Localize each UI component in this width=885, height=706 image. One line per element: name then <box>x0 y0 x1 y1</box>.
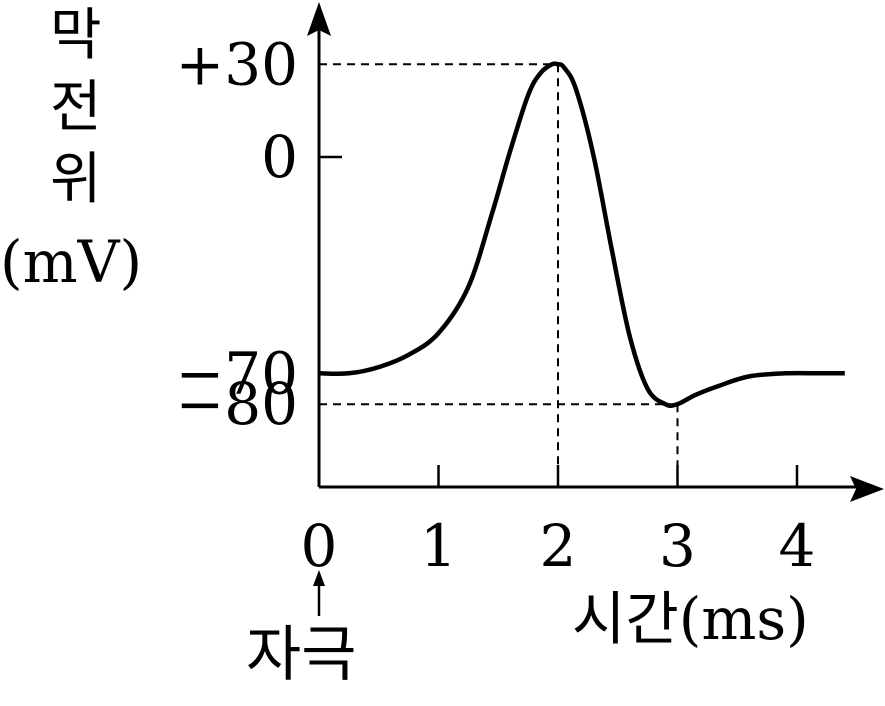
y-axis-arrowhead <box>307 2 331 36</box>
x-tick-label-1: 1 <box>420 512 457 580</box>
ylabel-unit: (mV) <box>0 228 143 296</box>
ylabel-char-2: 전 <box>50 75 102 140</box>
x-axis-label-korean: 시간 <box>572 585 679 653</box>
x-axis-arrowhead <box>850 476 884 502</box>
axes <box>307 2 884 502</box>
y-tick-label-0: +30 <box>176 30 298 98</box>
ticks: 0 1 2 3 4 +30 0 −70−80 <box>176 30 816 580</box>
y-tick-label-3: −80 <box>176 370 298 438</box>
x-axis-label-unit: (ms) <box>678 585 809 653</box>
series-line-membrane-potential <box>318 61 845 408</box>
x-tick-label-4: 4 <box>779 512 816 580</box>
curve-layer <box>318 61 845 408</box>
ylabel-char-3: 위 <box>50 147 102 212</box>
stimulus-label: 자극 <box>246 620 357 690</box>
stimulus-arrowhead <box>313 570 325 586</box>
x-tick-label-0: 0 <box>301 512 338 580</box>
y-tick-label-1: 0 <box>261 123 298 191</box>
ylabel-char-1: 막 <box>50 3 102 68</box>
y-tick-label-2: −70 <box>176 339 298 407</box>
stimulus-marker <box>313 570 325 616</box>
x-tick-label-3: 3 <box>659 512 696 580</box>
x-tick-label-2: 2 <box>540 512 577 580</box>
x-axis-label: 시간(ms) <box>572 588 809 651</box>
reference-lines <box>319 63 679 487</box>
